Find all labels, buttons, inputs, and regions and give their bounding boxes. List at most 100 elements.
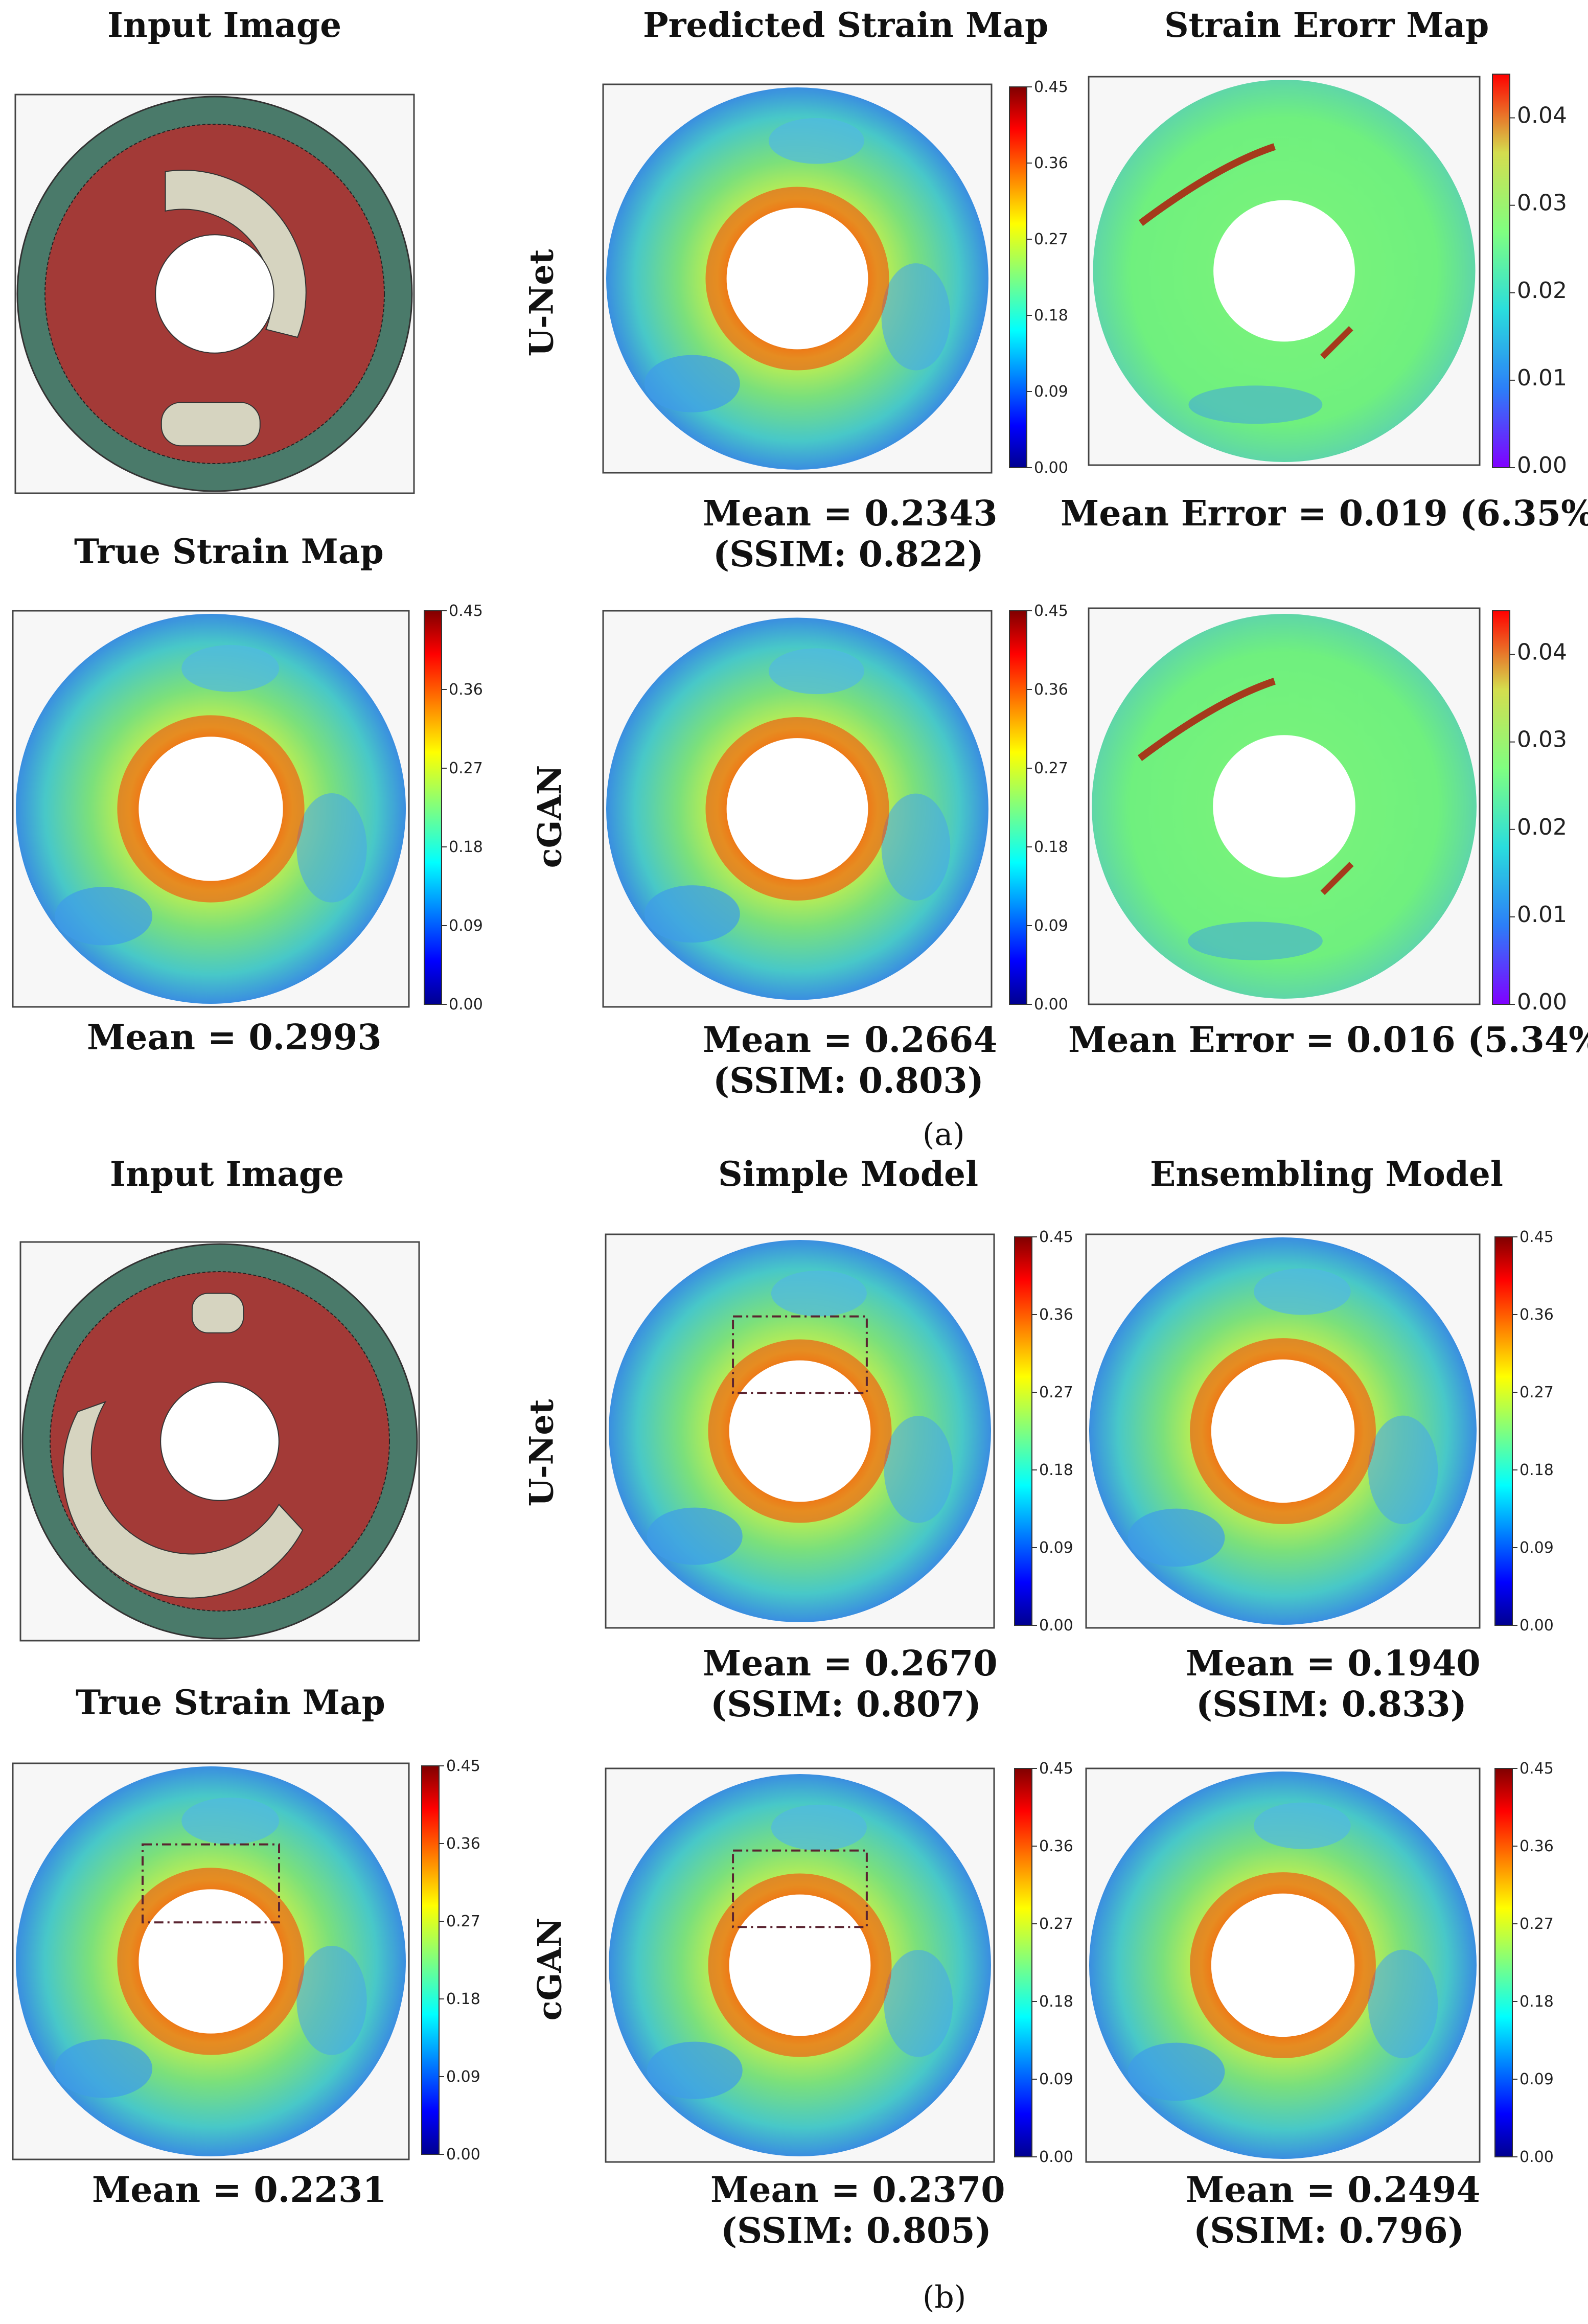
a-cgan-strain-colorbar-tick-0: 0.45 — [1034, 602, 1068, 620]
b-unet-ensemble-colorbar-tick-5: 0.00 — [1520, 1617, 1554, 1635]
b-cgan-ensemble-colorbar-tick-4: 0.09 — [1520, 2070, 1554, 2088]
a-cgan-strain-colorbar-tick-3: 0.18 — [1034, 838, 1068, 856]
b-cgan-simple-hot-ring — [708, 1873, 892, 2057]
b-cgan-ensemble-colorbar — [1494, 1768, 1513, 2157]
caption-a-true-mean: Mean = 0.2993 — [87, 1017, 382, 1058]
b-cgan-simple-colorbar-tick-1: 0.36 — [1039, 1837, 1073, 1855]
b-true-strain-zoom-box — [141, 1843, 281, 1924]
a-cgan-predicted-low-patch-1 — [644, 885, 740, 943]
a-cgan-error-colorbar-tick-1: 0.03 — [1517, 727, 1567, 753]
b-true-colorbar-tick-5: 0.00 — [446, 2146, 480, 2164]
title-b-input: Input Image — [110, 1154, 344, 1194]
b-cgan-simple-low-patch-3 — [771, 1804, 867, 1851]
b-cgan-ensemble-colorbar-tick-3: 0.18 — [1520, 1993, 1554, 2011]
a-cgan-error-colorbar-tick-2: 0.02 — [1517, 814, 1567, 840]
caption-b-cgan-simple-mean: Mean = 0.2370 — [710, 2170, 1005, 2211]
a-cgan-predicted-hole — [726, 738, 868, 880]
b-unet-simple-low-patch-1 — [647, 1507, 743, 1565]
a-cgan-error-colorbar — [1492, 610, 1510, 1005]
a-unet-strain-colorbar-tick-3: 0.18 — [1034, 307, 1068, 325]
caption-b-cgan-ens-mean: Mean = 0.2494 — [1186, 2170, 1481, 2211]
b-true-colorbar — [421, 1765, 440, 2155]
caption-b-cgan-ens-ssim: (SSIM: 0.796) — [1193, 2211, 1464, 2251]
b-unet-simple-colorbar-tick-5: 0.00 — [1039, 1617, 1073, 1635]
a-cgan-strain-colorbar-tick-5: 0.00 — [1034, 996, 1068, 1014]
b-cgan-ensemble-colorbar-tick-1: 0.36 — [1520, 1837, 1554, 1855]
row-label-a-cgan: cGAN — [531, 765, 569, 868]
a-unet-error-colorbar-tick-4: 0.00 — [1517, 452, 1567, 478]
a-true-strain-hole — [139, 737, 283, 881]
b-unet-simple-colorbar-tick-3: 0.18 — [1039, 1461, 1073, 1479]
b-unet-simple-low-patch-2 — [884, 1416, 953, 1523]
a-input-image-hole — [155, 234, 274, 354]
a-cgan-error-error-streak-1 — [1137, 678, 1276, 761]
b-true-strain-low-patch-2 — [296, 1945, 367, 2055]
a-unet-predicted-low-patch-1 — [644, 355, 740, 412]
a-cgan-strain-colorbar-tick-2: 0.27 — [1034, 760, 1068, 777]
b-unet-ensemble-colorbar-tick-0: 0.45 — [1520, 1228, 1554, 1246]
b-unet-ensemble-colorbar-tick-2: 0.27 — [1520, 1384, 1554, 1401]
b-input-image-inclusion-arc — [62, 1400, 304, 1599]
caption-b-unet-simple-ssim: (SSIM: 0.807) — [710, 1684, 981, 1725]
b-true-colorbar-tick-3: 0.18 — [446, 1990, 480, 2008]
b-true-strain-low-patch-1 — [55, 2039, 153, 2098]
a-true-colorbar-tick-1: 0.36 — [449, 681, 483, 699]
b-unet-ensemble-colorbar-tick-1: 0.36 — [1520, 1306, 1554, 1324]
a-cgan-strain-colorbar — [1009, 610, 1027, 1005]
a-cgan-predicted-low-patch-2 — [881, 793, 951, 901]
a-cgan-error-error-streak-2 — [1320, 862, 1354, 895]
b-cgan-simple-low-patch-1 — [647, 2041, 743, 2099]
b-cgan-simple-colorbar-tick-3: 0.18 — [1039, 1993, 1073, 2011]
a-true-colorbar-tick-3: 0.18 — [449, 838, 483, 856]
a-true-colorbar-tick-0: 0.45 — [449, 602, 483, 620]
caption-a-cgan-ssim: (SSIM: 0.803) — [713, 1061, 984, 1101]
b-unet-ensemble-hot-ring — [1190, 1338, 1376, 1524]
a-true-colorbar — [424, 610, 442, 1005]
b-cgan-ensemble-colorbar-tick-2: 0.27 — [1520, 1915, 1554, 1933]
caption-b-true-mean: Mean = 0.2231 — [92, 2170, 387, 2211]
a-unet-predicted-hot-ring — [705, 187, 889, 371]
a-unet-error-colorbar-tick-3: 0.01 — [1517, 365, 1567, 391]
a-true-colorbar-tick-2: 0.27 — [449, 760, 483, 777]
a-input-image-inclusion-block — [160, 402, 261, 447]
b-unet-ensemble-colorbar-tick-3: 0.18 — [1520, 1461, 1554, 1479]
row-label-b-cgan: cGAN — [531, 1917, 569, 2021]
caption-a-unet-error: Mean Error = 0.019 (6.35%) — [1061, 493, 1588, 534]
b-cgan-simple-colorbar — [1014, 1768, 1032, 2157]
a-cgan-error-hole — [1213, 735, 1355, 878]
b-cgan-simple-colorbar-tick-4: 0.09 — [1039, 2070, 1073, 2088]
title-a-predicted: Predicted Strain Map — [643, 5, 1049, 45]
a-true-strain-low-patch-3 — [181, 645, 280, 692]
a-true-strain-hot-ring — [117, 715, 305, 903]
b-unet-simple-colorbar-tick-4: 0.09 — [1039, 1539, 1073, 1557]
b-cgan-ensemble-hot-ring — [1190, 1872, 1376, 2058]
caption-a-cgan-error: Mean Error = 0.016 (5.34%) — [1068, 1020, 1588, 1061]
title-b-ensemble: Ensembling Model — [1150, 1154, 1503, 1194]
a-unet-error-colorbar-tick-2: 0.02 — [1517, 278, 1567, 304]
b-input-image-hole — [160, 1382, 280, 1501]
b-cgan-simple-low-patch-2 — [884, 1950, 953, 2057]
b-unet-ensemble-colorbar-tick-4: 0.09 — [1520, 1539, 1554, 1557]
a-unet-strain-colorbar-tick-2: 0.27 — [1034, 231, 1068, 248]
label-a: (a) — [923, 1117, 965, 1153]
a-unet-error-colorbar-tick-1: 0.03 — [1517, 190, 1567, 216]
b-unet-simple-zoom-box — [732, 1315, 868, 1394]
row-label-a-unet: U-Net — [522, 249, 561, 357]
b-cgan-ensemble-colorbar-tick-5: 0.00 — [1520, 2148, 1554, 2166]
a-cgan-strain-colorbar-tick-1: 0.36 — [1034, 681, 1068, 699]
a-cgan-error-colorbar-tick-4: 0.00 — [1517, 989, 1567, 1015]
caption-b-unet-ens-mean: Mean = 0.1940 — [1186, 1643, 1481, 1684]
row-label-b-unet: U-Net — [522, 1399, 561, 1507]
title-a-error: Strain Erorr Map — [1164, 5, 1489, 45]
b-unet-simple-hole — [729, 1360, 871, 1502]
a-unet-predicted-low-patch-2 — [881, 263, 951, 371]
b-unet-simple-colorbar-tick-1: 0.36 — [1039, 1306, 1073, 1324]
a-input-image-inclusion-arc — [165, 169, 307, 338]
b-cgan-simple-zoom-box — [732, 1849, 868, 1928]
a-unet-error-colorbar — [1492, 74, 1510, 468]
b-cgan-ensemble-low-patch-2 — [1368, 1949, 1438, 2058]
a-unet-error-hole — [1213, 200, 1355, 342]
a-true-strain-low-patch-1 — [55, 887, 153, 946]
a-unet-predicted-hole — [726, 208, 868, 350]
